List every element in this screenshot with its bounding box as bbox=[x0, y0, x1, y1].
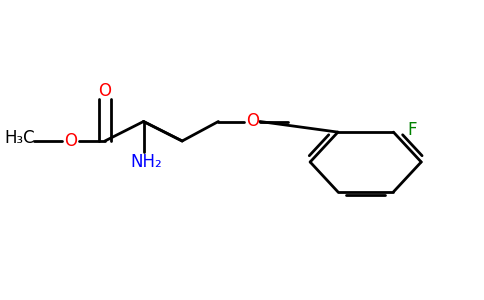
Text: O: O bbox=[98, 82, 111, 100]
Text: O: O bbox=[246, 112, 258, 130]
Text: NH₂: NH₂ bbox=[130, 153, 162, 171]
Text: O: O bbox=[64, 132, 77, 150]
Text: F: F bbox=[407, 121, 416, 139]
Text: H₃C: H₃C bbox=[4, 129, 35, 147]
